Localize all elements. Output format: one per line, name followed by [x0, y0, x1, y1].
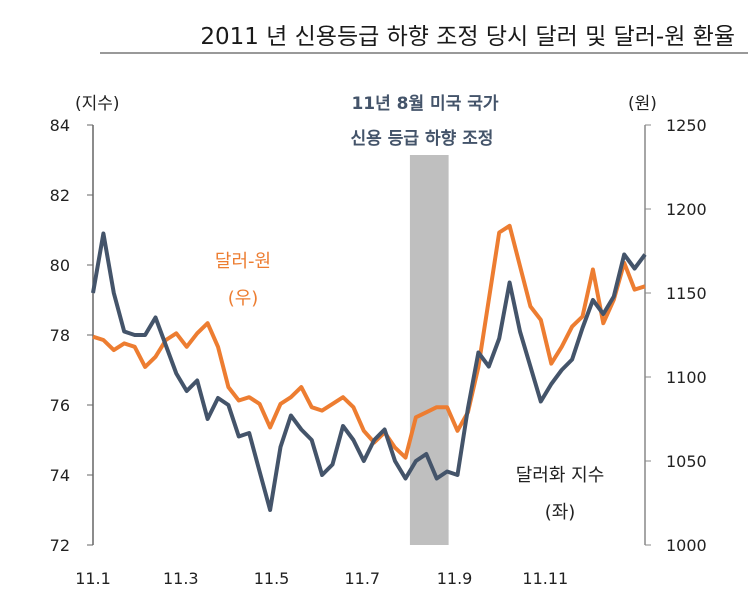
left-tick-label: 78: [50, 326, 70, 345]
right-tick-label: 1250: [666, 116, 707, 135]
left-tick-label: 76: [50, 396, 70, 415]
right-tick-label: 1200: [666, 200, 707, 219]
left-tick-label: 72: [50, 536, 70, 555]
dollar-index-series-line: [91, 231, 647, 512]
krw-series-axis-note: (우): [228, 288, 259, 309]
left-tick-label: 74: [50, 466, 70, 485]
x-tick-label: 11.5: [254, 569, 290, 588]
x-tick-label: 11.9: [437, 569, 473, 588]
dxy-series-axis-note: (좌): [545, 502, 576, 523]
left-tick-label: 82: [50, 186, 70, 205]
krw-series-label: 달러-원: [215, 251, 271, 272]
dxy-series-label: 달러화 지수: [516, 465, 605, 486]
left-tick-label: 84: [50, 116, 70, 135]
left-axis-unit: (지수): [75, 94, 120, 114]
annotation-line-2: 신용 등급 하향 조정: [351, 128, 494, 149]
left-tick-label: 80: [50, 256, 70, 275]
right-tick-label: 1100: [666, 368, 707, 387]
chart-title: 2011 년 신용등급 하향 조정 당시 달러 및 달러-원 환율: [200, 24, 735, 50]
krw-series-line: [92, 223, 646, 460]
right-tick-label: 1150: [666, 284, 707, 303]
right-tick-label: 1000: [666, 536, 707, 555]
right-axis-unit: (원): [628, 94, 657, 114]
downgrade-highlight-band: [409, 155, 449, 545]
annotation-line-1: 11년 8월 미국 국가: [351, 94, 498, 114]
x-tick-label: 11.3: [163, 569, 199, 588]
x-tick-label: 11.7: [344, 569, 380, 588]
x-tick-label: 11.1: [75, 569, 111, 588]
x-tick-label: 11.11: [522, 569, 568, 588]
right-tick-label: 1050: [666, 452, 707, 471]
